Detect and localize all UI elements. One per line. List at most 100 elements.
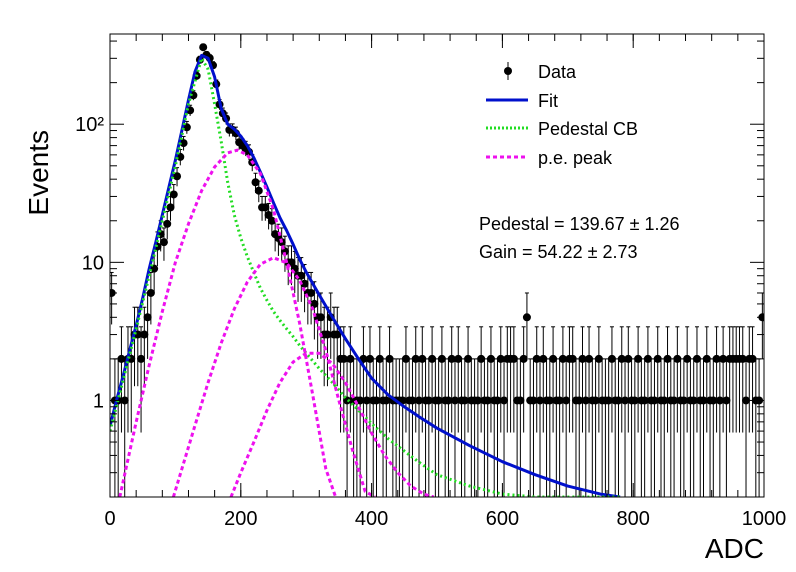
data-point <box>120 396 129 405</box>
data-point <box>549 354 558 363</box>
data-point <box>434 396 443 405</box>
data-point <box>562 396 571 405</box>
data-point <box>558 354 567 363</box>
data-point <box>522 313 531 322</box>
data-point <box>346 354 355 363</box>
data-point <box>375 354 384 363</box>
data-point <box>310 299 319 308</box>
data-point <box>516 396 525 405</box>
x-tick-label: 0 <box>104 508 115 530</box>
data-point <box>408 396 417 405</box>
x-axis-label: ADC <box>705 533 764 564</box>
data-point <box>640 396 649 405</box>
data-point <box>146 288 155 297</box>
curve-line-0 <box>110 53 621 497</box>
data-point <box>738 354 747 363</box>
data-point <box>575 396 584 405</box>
data-point <box>692 354 701 363</box>
data-point <box>166 203 175 212</box>
data-point <box>699 396 708 405</box>
data-point <box>529 396 538 405</box>
annotation-gain: Gain = 54.22 ± 2.73 <box>479 242 638 262</box>
data-point <box>444 396 453 405</box>
data-point <box>251 178 260 187</box>
data-point <box>604 396 613 405</box>
data-point <box>555 396 564 405</box>
legend-entry-pedestal-cb: Pedestal CB <box>486 119 638 139</box>
data-point <box>545 396 554 405</box>
data-point <box>500 396 509 405</box>
data-point <box>594 354 603 363</box>
data-point <box>509 354 518 363</box>
data-point <box>591 396 600 405</box>
data-point <box>568 354 577 363</box>
data-point <box>709 396 718 405</box>
data-point <box>143 313 152 322</box>
data-point <box>585 354 594 363</box>
annotation-pedestal: Pedestal = 139.67 ± 1.26 <box>479 214 680 234</box>
y-tick-label: 1 <box>93 390 104 412</box>
curve-dashed-3 <box>171 256 376 497</box>
legend-entry-fit: Fit <box>486 91 558 111</box>
data-point <box>715 396 724 405</box>
curve-dotted-1 <box>110 56 621 497</box>
data-point <box>473 396 482 405</box>
data-point <box>365 354 374 363</box>
data-point <box>140 330 149 339</box>
data-point <box>712 354 721 363</box>
data-point <box>493 396 502 405</box>
data-point <box>607 354 616 363</box>
data-point <box>477 354 486 363</box>
data-point <box>323 330 332 339</box>
x-tick-label: 200 <box>224 508 257 530</box>
data-point <box>630 396 639 405</box>
curve-dashed-2 <box>118 148 338 497</box>
x-tick-label: 400 <box>355 508 388 530</box>
data-point <box>532 354 541 363</box>
data-point <box>333 330 342 339</box>
data-point <box>415 396 424 405</box>
data-point <box>702 354 711 363</box>
data-point <box>339 354 348 363</box>
data-point <box>634 354 643 363</box>
data-point <box>362 396 371 405</box>
data-point <box>689 396 698 405</box>
data-point <box>199 43 208 52</box>
data-point <box>621 396 630 405</box>
data-point <box>179 139 188 148</box>
legend-entry-pe-peak: p.e. peak <box>486 148 613 168</box>
data-point <box>437 354 446 363</box>
data-point <box>460 396 469 405</box>
data-point <box>169 190 178 199</box>
data-point <box>372 396 381 405</box>
data-point <box>382 396 391 405</box>
data-point <box>300 279 309 288</box>
data-point <box>660 396 669 405</box>
y-axis-label: Events <box>23 130 54 216</box>
legend: Data Fit Pedestal CB p.e. peak <box>486 62 638 168</box>
data-point <box>653 354 662 363</box>
data-point <box>581 396 590 405</box>
data-point <box>163 219 172 228</box>
data-point <box>519 354 528 363</box>
axes: 0 200 400 600 800 1000 1 10 10² <box>75 33 786 530</box>
data-point <box>173 172 182 181</box>
data-points <box>110 43 764 497</box>
data-point <box>539 354 548 363</box>
data-point <box>401 354 410 363</box>
data-point <box>254 186 263 195</box>
legend-label-pe-peak: p.e. peak <box>538 148 613 168</box>
data-point <box>748 354 757 363</box>
legend-label-fit: Fit <box>538 91 558 111</box>
legend-data-marker <box>504 67 512 75</box>
data-point <box>483 396 492 405</box>
data-point <box>454 354 463 363</box>
legend-label-pedestal-cb: Pedestal CB <box>538 119 638 139</box>
y-tick-label: 10 <box>82 252 104 274</box>
x-tick-label: 800 <box>617 508 650 530</box>
data-point <box>650 396 659 405</box>
y-tick-label: 10² <box>75 114 104 136</box>
data-point <box>418 354 427 363</box>
